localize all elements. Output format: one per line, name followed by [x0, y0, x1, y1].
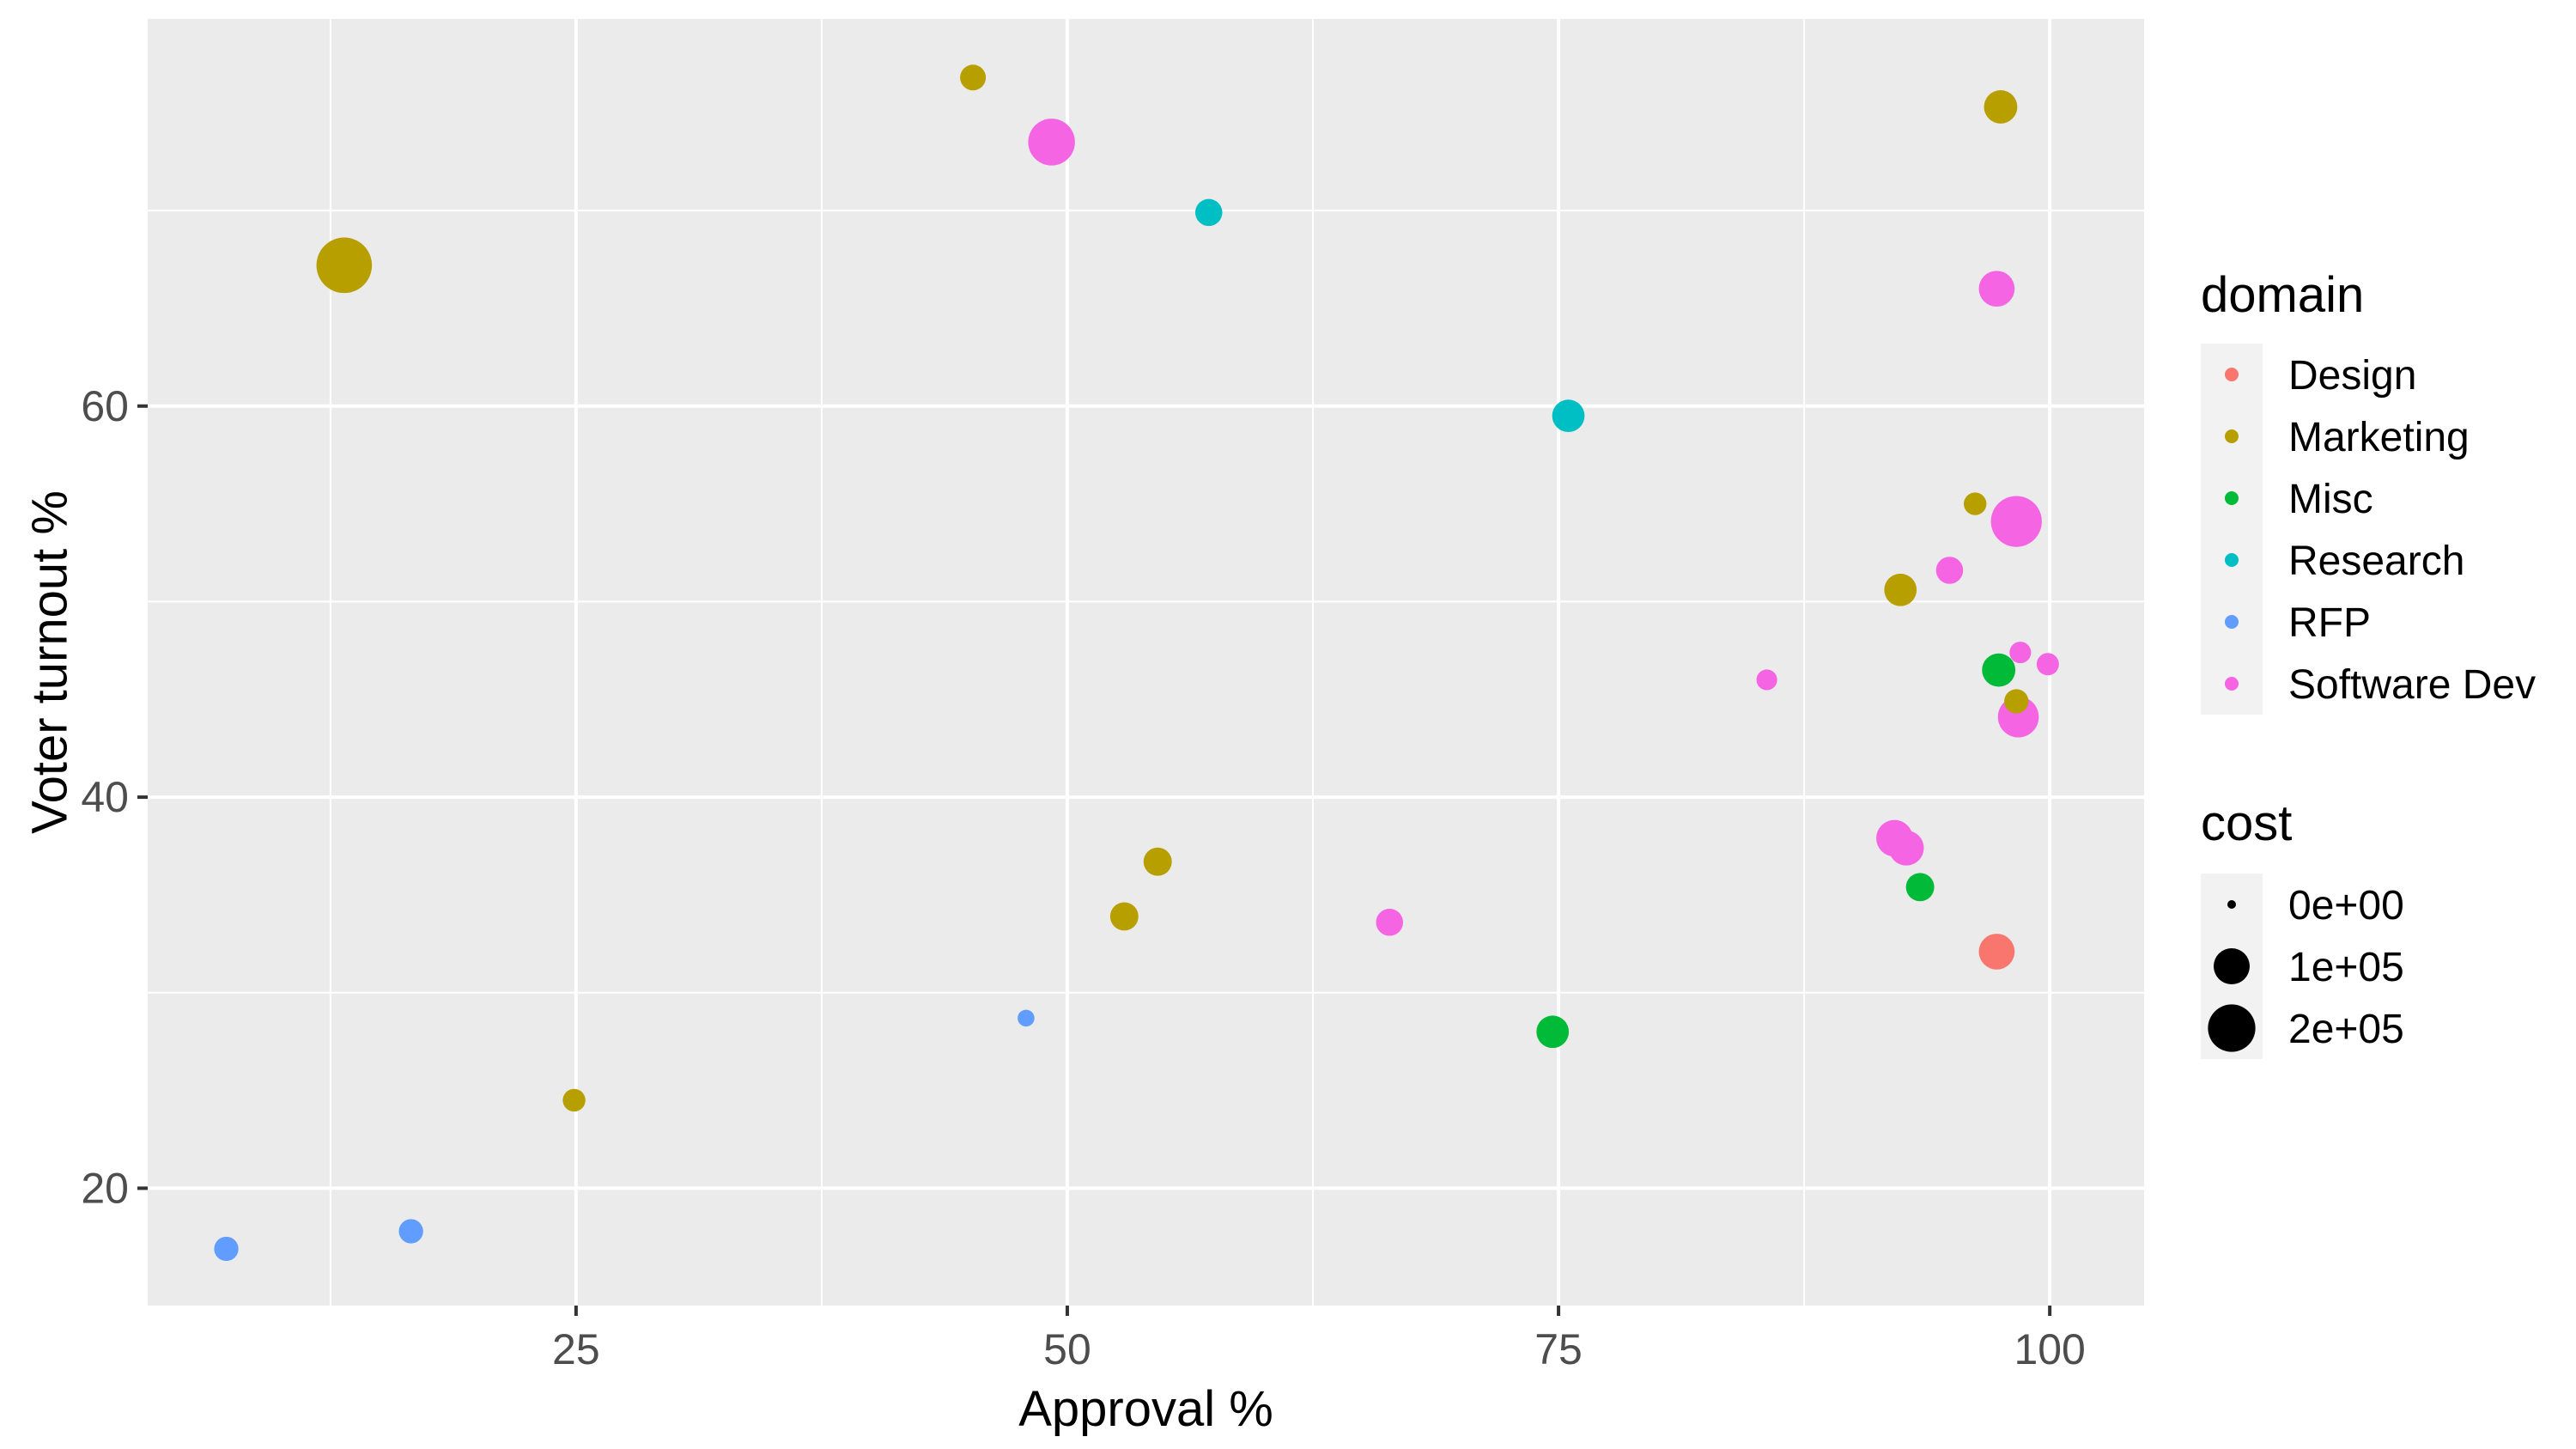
domain-legend-label: Marketing: [2288, 415, 2470, 460]
domain-legend-label: Software Dev: [2288, 662, 2536, 708]
data-point: [398, 1219, 423, 1244]
data-point: [1536, 1015, 1570, 1049]
data-point: [1143, 847, 1172, 876]
data-point: [1905, 873, 1935, 902]
domain-legend-title: domain: [2201, 267, 2364, 323]
y-axis-label: Voter turnout %: [21, 490, 77, 834]
data-point: [316, 237, 373, 294]
y-tick-label: 40: [81, 773, 129, 821]
y-tick-label: 60: [81, 382, 129, 430]
data-point: [1884, 573, 1917, 606]
domain-legend-swatch: [2225, 368, 2239, 381]
x-tick-label: 75: [1534, 1325, 1583, 1373]
domain-legend-swatch: [2225, 553, 2239, 567]
x-axis-label: Approval %: [1018, 1381, 1273, 1437]
data-point: [2004, 689, 2029, 714]
data-point: [2009, 642, 2032, 664]
domain-legend-label: RFP: [2288, 600, 2371, 646]
data-point: [1984, 90, 2018, 124]
domain-legend-swatch: [2225, 615, 2239, 629]
x-tick-label: 100: [2014, 1325, 2085, 1373]
data-point: [1990, 496, 2042, 547]
plot-panel: [148, 19, 2144, 1306]
cost-legend-swatch: [2227, 900, 2236, 909]
cost-legend-swatch: [2208, 1004, 2256, 1052]
data-point: [1756, 669, 1777, 691]
data-point: [1028, 119, 1075, 166]
x-tick-label: 25: [552, 1325, 600, 1373]
data-point: [1376, 909, 1404, 936]
domain-legend-swatch: [2225, 429, 2239, 443]
y-axis-ticks: 20 40 60: [81, 382, 148, 1212]
cost-legend-label: 2e+05: [2288, 1007, 2404, 1052]
data-point: [1935, 557, 1964, 584]
data-point: [1888, 830, 1924, 866]
data-point: [1978, 934, 2015, 970]
data-point: [1194, 198, 1223, 227]
cost-legend-swatch: [2214, 948, 2250, 984]
domain-legend-label: Misc: [2288, 477, 2373, 522]
data-points: [214, 64, 2059, 1262]
data-point: [1978, 271, 2015, 307]
data-point: [960, 64, 987, 91]
data-point: [1964, 492, 1987, 515]
data-point: [1982, 653, 2016, 687]
domain-legend-label: Research: [2288, 539, 2464, 584]
data-point: [1552, 399, 1585, 433]
cost-legend-title: cost: [2201, 795, 2292, 851]
minor-gridlines: [148, 19, 2144, 1306]
data-point: [2036, 653, 2059, 676]
domain-legend-swatch: [2225, 491, 2239, 505]
y-tick-label: 20: [81, 1164, 129, 1212]
cost-legend-label: 0e+00: [2288, 883, 2404, 928]
domain-legend-label: Design: [2288, 353, 2416, 399]
x-tick-label: 50: [1043, 1325, 1091, 1373]
domain-legend: domain Design Marketing Misc Research RFP Sof…: [2201, 267, 2536, 715]
cost-legend-label: 1e+05: [2288, 945, 2404, 990]
domain-legend-swatch: [2225, 677, 2239, 691]
data-point: [562, 1088, 586, 1112]
data-point: [1018, 1009, 1035, 1027]
x-axis-ticks: 25 50 75 100: [552, 1306, 2086, 1373]
data-point: [1109, 902, 1139, 931]
cost-legend: cost 0e+00 1e+05 2e+05: [2201, 795, 2404, 1059]
data-point: [214, 1236, 239, 1262]
